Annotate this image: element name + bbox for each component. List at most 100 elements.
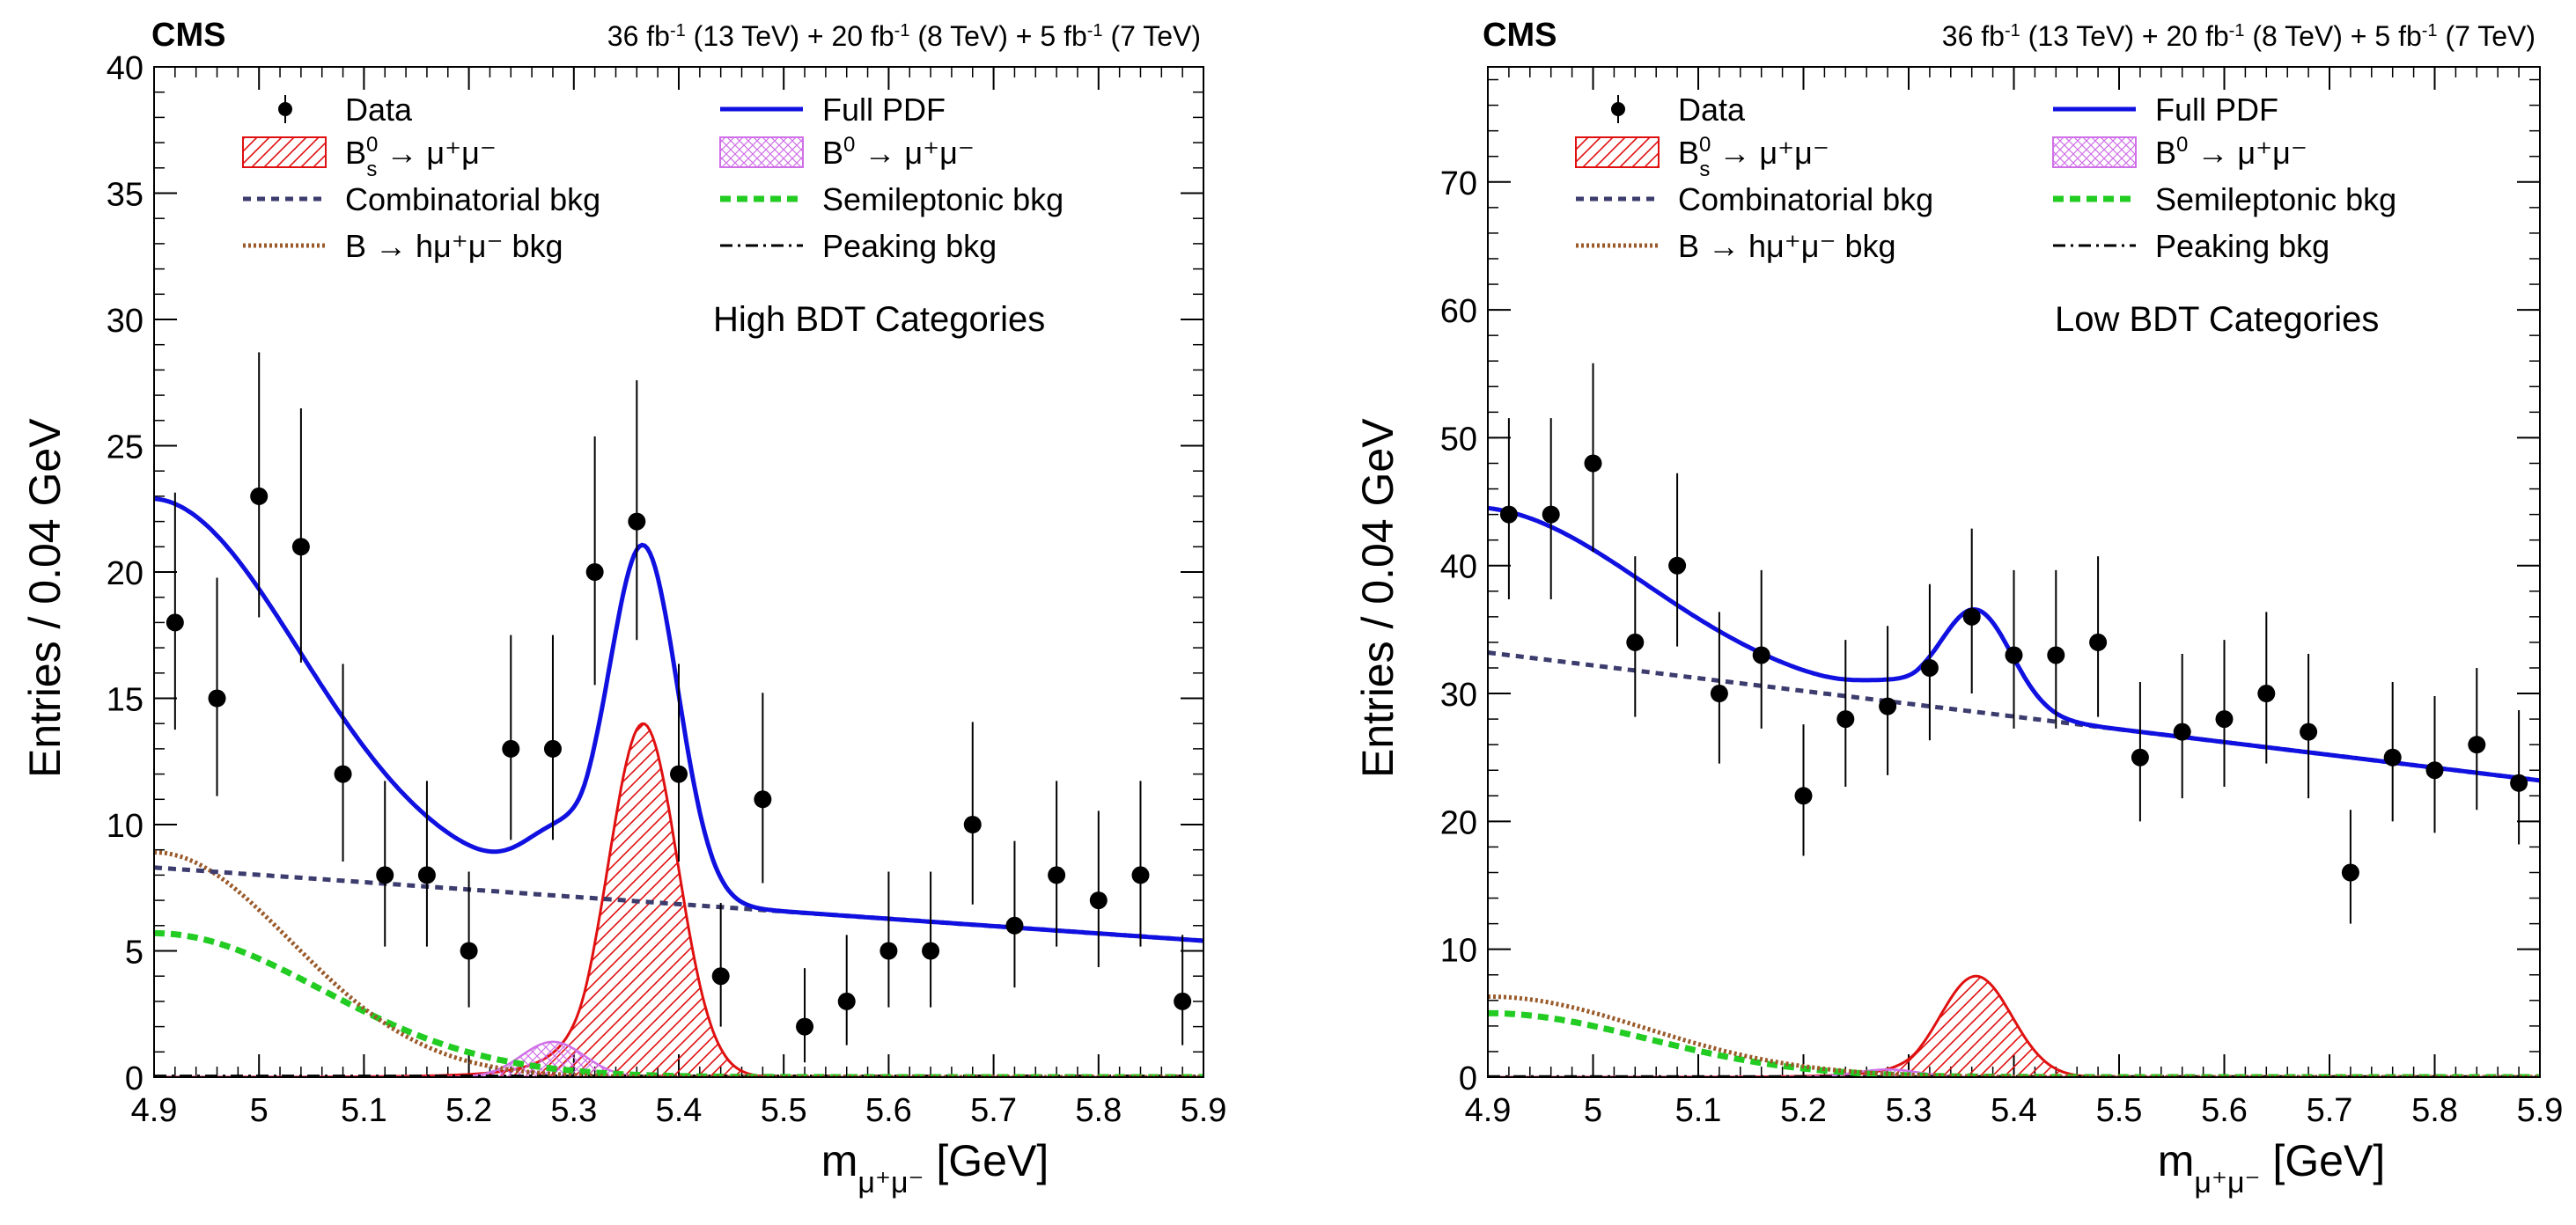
data-point xyxy=(1499,505,1518,524)
x-tick-label: 5.5 xyxy=(2096,1092,2143,1129)
y-tick-label: 30 xyxy=(107,303,144,340)
data-point xyxy=(628,512,646,531)
x-tick-label: 4.9 xyxy=(131,1092,178,1129)
data-point xyxy=(2425,761,2444,780)
data-point xyxy=(963,816,982,833)
data-point xyxy=(2341,863,2359,882)
y-tick-label: 25 xyxy=(107,429,144,466)
x-tick-label: 5.7 xyxy=(2307,1092,2353,1129)
legend-bh-label: B → hμ⁺μ⁻ bkg xyxy=(345,228,563,264)
legend-data-label: Data xyxy=(345,92,413,128)
y-tick-label: 70 xyxy=(1440,165,1477,202)
data-point xyxy=(1710,685,1728,703)
legend-peak-label: Peaking bkg xyxy=(2155,228,2329,264)
data-point xyxy=(837,992,856,1010)
category-label: High BDT Categories xyxy=(713,300,1045,339)
x-tick-label: 5.3 xyxy=(550,1092,597,1129)
y-axis-label: Entries / 0.04 GeV xyxy=(20,418,70,778)
data-point xyxy=(460,942,478,960)
data-point xyxy=(543,739,562,758)
x-axis-label: mμ⁺μ⁻ [GeV] xyxy=(821,1136,1049,1199)
y-tick-label: 20 xyxy=(1440,804,1477,841)
legend-bs-label: B0 s → μ⁺μ⁻ xyxy=(1678,133,1829,181)
x-tick-label: 5.6 xyxy=(2201,1092,2248,1129)
legend: Data B0 s → μ⁺μ⁻ Combinatorial bkg B → hμ… xyxy=(1575,92,2396,264)
category-label: Low BDT Categories xyxy=(2055,300,2379,339)
x-tick-label: 5.8 xyxy=(2411,1092,2458,1129)
plot-frame xyxy=(1487,66,2541,1078)
legend-bh-label: B → hμ⁺μ⁻ bkg xyxy=(1678,228,1896,264)
plot-frame xyxy=(153,66,1204,1078)
data-point xyxy=(1089,891,1108,910)
data-point xyxy=(502,739,520,758)
y-tick-label: 5 xyxy=(125,935,144,972)
bs-signal-area xyxy=(1488,974,2540,1077)
data-point xyxy=(1794,787,1813,805)
legend-comb-label: Combinatorial bkg xyxy=(1678,181,1933,217)
data-point xyxy=(2215,710,2234,729)
data-point xyxy=(754,790,772,809)
data-point xyxy=(2383,748,2402,767)
data-point xyxy=(2468,736,2486,754)
x-tick-label: 5.9 xyxy=(2517,1092,2564,1129)
y-tick-label: 60 xyxy=(1440,293,1477,330)
luminosity-label: 36 fb-1 (13 TeV) + 20 fb-1 (8 TeV) + 5 f… xyxy=(607,20,1201,52)
x-tick-label: 5.1 xyxy=(1675,1092,1722,1129)
semileptonic-bkg-curve xyxy=(154,929,1203,1077)
x-tick-label: 5.7 xyxy=(970,1092,1017,1129)
axis-tick-labels: 4.9 5 5.1 5.2 5.3 5.4 5.5 5.6 5.7 5.8 5.9 0 5 10 15 20 2… xyxy=(107,50,1227,1129)
data-point xyxy=(166,613,184,632)
legend: Data B0 s → μ⁺μ⁻ Combinatorial bkg B → hμ… xyxy=(242,92,1064,264)
legend-bd-swatch xyxy=(2052,136,2137,168)
data-points xyxy=(1499,363,2528,924)
data-point xyxy=(2047,646,2065,664)
data-point xyxy=(2089,633,2108,651)
luminosity-label: 36 fb-1 (13 TeV) + 20 fb-1 (8 TeV) + 5 f… xyxy=(1942,20,2536,52)
legend-fullpdf-label: Full PDF xyxy=(822,92,946,128)
x-tick-label: 5.2 xyxy=(1780,1092,1827,1129)
data-point xyxy=(2131,748,2149,767)
y-tick-label: 30 xyxy=(1440,677,1477,714)
experiment-label: CMS xyxy=(151,17,225,54)
data-point xyxy=(1920,658,1939,677)
data-point xyxy=(1174,992,1192,1010)
y-tick-label: 0 xyxy=(125,1060,144,1097)
data-point xyxy=(922,942,940,960)
x-tick-label: 4.9 xyxy=(1465,1092,1512,1129)
y-tick-label: 10 xyxy=(1440,933,1477,970)
legend-fullpdf-label: Full PDF xyxy=(2155,92,2278,128)
x-tick-label: 5.4 xyxy=(656,1092,703,1129)
y-tick-label: 15 xyxy=(107,682,144,719)
legend-data-label: Data xyxy=(1678,92,1746,128)
x-tick-label: 5.9 xyxy=(1181,1092,1227,1129)
x-tick-label: 5 xyxy=(1584,1092,1602,1129)
legend-bs-swatch xyxy=(242,136,327,168)
y-tick-label: 40 xyxy=(1440,549,1477,586)
data-point xyxy=(2005,646,2023,664)
data-point xyxy=(2300,723,2318,741)
data-point xyxy=(334,765,352,783)
data-point xyxy=(880,942,898,960)
data-point xyxy=(585,563,604,581)
data-point xyxy=(1048,866,1066,884)
x-tick-label: 5 xyxy=(250,1092,269,1129)
data-point xyxy=(2257,685,2276,703)
legend-comb-label: Combinatorial bkg xyxy=(345,181,600,217)
data-point xyxy=(2510,774,2528,792)
data-point xyxy=(1005,916,1024,935)
y-tick-label: 40 xyxy=(107,50,144,87)
data-points xyxy=(166,352,1192,1063)
data-point xyxy=(1131,866,1150,884)
data-point xyxy=(711,967,730,986)
legend-bd-label: B0 → μ⁺μ⁻ xyxy=(2155,133,2307,171)
combinatorial-bkg-curve xyxy=(1488,650,2540,783)
data-point xyxy=(1542,505,1560,524)
y-tick-label: 35 xyxy=(107,177,144,214)
legend-semi-label: Semileptonic bkg xyxy=(2155,181,2396,217)
x-axis-label: mμ⁺μ⁻ [GeV] xyxy=(2158,1136,2385,1199)
data-point xyxy=(1626,633,1645,651)
x-tick-label: 5.6 xyxy=(865,1092,912,1129)
legend-semi-label: Semileptonic bkg xyxy=(822,181,1064,217)
x-tick-label: 5.8 xyxy=(1075,1092,1122,1129)
